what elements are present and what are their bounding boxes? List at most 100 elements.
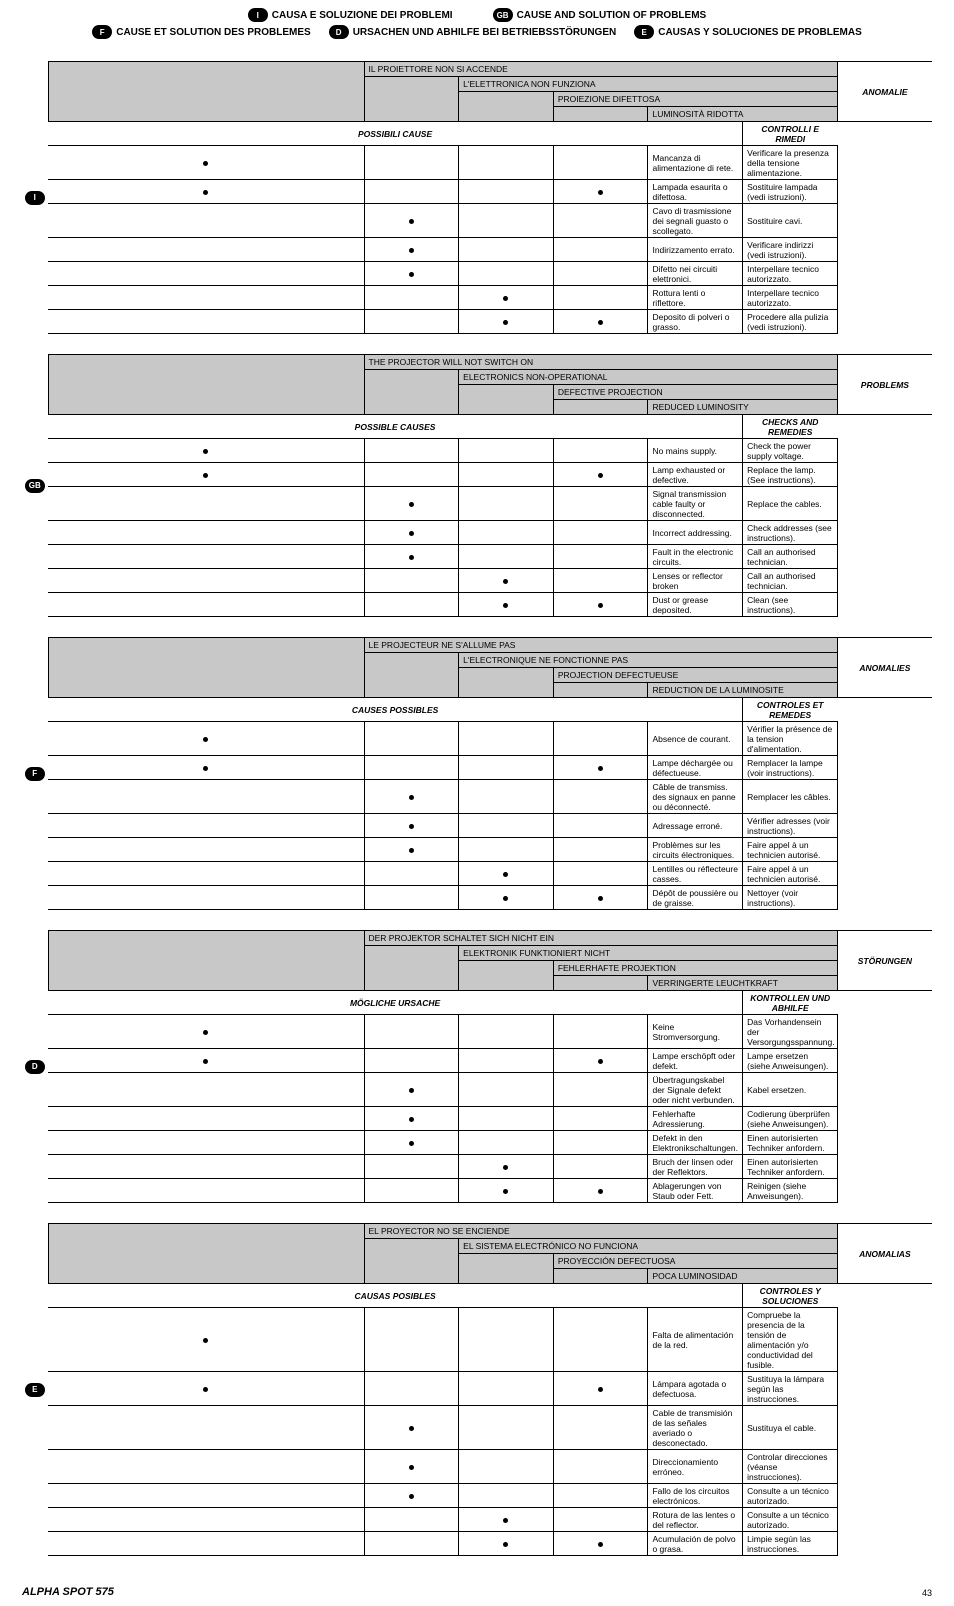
remedy-cell: Consulte a un técnico autorizado.: [743, 1484, 838, 1508]
remedy-cell: Lampe ersetzen (siehe Anweisungen).: [743, 1049, 838, 1073]
dot-cell: [364, 1179, 459, 1203]
dot-cell: [364, 1450, 459, 1484]
cause-cell: Lampe déchargée ou défectueuse.: [648, 756, 743, 780]
dot-cell: [364, 722, 459, 756]
cause-cell: Adressage erroné.: [648, 814, 743, 838]
dot-cell: [48, 756, 364, 780]
dot-cell: [459, 180, 554, 204]
remedy-cell: Sostituire lampada (vedi istruzioni).: [743, 180, 838, 204]
dot-cell: [48, 1484, 364, 1508]
remedy-cell: Codierung überprüfen (siehe Anweisungen)…: [743, 1107, 838, 1131]
cause-cell: Lámpara agotada o defectuosa.: [648, 1372, 743, 1406]
lang-badge: GB: [25, 479, 45, 493]
dot-cell: [459, 310, 554, 334]
cause-cell: Lampe erschöpft oder defekt.: [648, 1049, 743, 1073]
hdr-i-text: CAUSA E SOLUZIONE DEI PROBLEMI: [272, 10, 453, 21]
hdr-gb-text: CAUSE AND SOLUTION OF PROBLEMS: [517, 10, 707, 21]
footer-page: 43: [922, 1588, 932, 1598]
dot-cell: [553, 180, 648, 204]
dot-cell: [364, 146, 459, 180]
dot-cell: [553, 886, 648, 910]
anomalies-label: PROBLEMS: [837, 355, 932, 415]
dot-cell: [48, 238, 364, 262]
hdr-i: I CAUSA E SOLUZIONE DEI PROBLEMI: [248, 8, 453, 22]
remedy-cell: Sustituya la lámpara según las instrucci…: [743, 1372, 838, 1406]
dot-cell: [48, 545, 364, 569]
dot-cell: [459, 487, 554, 521]
dot-cell: [459, 463, 554, 487]
dot-cell: [364, 180, 459, 204]
dot-cell: [553, 862, 648, 886]
anomalies-label: ANOMALIES: [837, 638, 932, 698]
dot-cell: [553, 487, 648, 521]
remedy-cell: Check addresses (see instructions).: [743, 521, 838, 545]
troubleshoot-table: D DER PROJEKTOR SCHALTET SICH NICHT EIN …: [22, 930, 932, 1203]
dot-cell: [48, 838, 364, 862]
dot-cell: [459, 1406, 554, 1450]
remedy-cell: Replace the cables.: [743, 487, 838, 521]
problem-row: LUMINOSITÀ RIDOTTA: [648, 107, 837, 122]
problem-row: PROIEZIONE DIFETTOSA: [553, 92, 837, 107]
cause-cell: Defekt in den Elektronikschaltungen.: [648, 1131, 743, 1155]
anomalies-label: ANOMALIE: [837, 62, 932, 122]
pill-d: D: [329, 25, 349, 39]
dot-cell: [553, 238, 648, 262]
lang-badge: E: [25, 1383, 45, 1397]
dot-cell: [364, 1073, 459, 1107]
cause-cell: Absence de courant.: [648, 722, 743, 756]
col-marker: [48, 931, 364, 946]
dot-cell: [459, 1532, 554, 1556]
dot-cell: [48, 1155, 364, 1179]
problem-row: PROJECTION DEFECTUEUSE: [553, 668, 837, 683]
dot-cell: [364, 814, 459, 838]
remedy-cell: Vérifier la présence de la tension d'ali…: [743, 722, 838, 756]
dot-cell: [553, 1049, 648, 1073]
pill-f: F: [92, 25, 112, 39]
pill-gb: GB: [493, 8, 513, 22]
col-marker: [48, 62, 364, 77]
dot-cell: [48, 487, 364, 521]
dot-cell: [48, 1131, 364, 1155]
footer: ALPHA SPOT 575 43: [22, 1586, 932, 1598]
dot-cell: [553, 1131, 648, 1155]
col-marker: [48, 638, 364, 653]
footer-product: ALPHA SPOT 575: [22, 1586, 114, 1598]
dot-cell: [459, 1450, 554, 1484]
dot-cell: [364, 1532, 459, 1556]
dot-cell: [48, 463, 364, 487]
dot-cell: [48, 1049, 364, 1073]
cause-cell: Câble de transmiss. des signaux en panne…: [648, 780, 743, 814]
cause-cell: Lentilles ou réflecteure casses.: [648, 862, 743, 886]
dot-cell: [48, 1372, 364, 1406]
lang-badge: I: [25, 191, 45, 205]
cause-cell: Fehlerhafte Adressierung.: [648, 1107, 743, 1131]
causes-header: CAUSAS POSIBLES: [48, 1284, 743, 1308]
dot-cell: [364, 1508, 459, 1532]
dot-cell: [364, 838, 459, 862]
remedy-cell: Consulte a un técnico autorizado.: [743, 1508, 838, 1532]
remedy-cell: Sostituire cavi.: [743, 204, 838, 238]
dot-cell: [553, 439, 648, 463]
hdr-f: F CAUSE ET SOLUTION DES PROBLEMES: [92, 25, 310, 39]
problem-row: LE PROJECTEUR NE S'ALLUME PAS: [364, 638, 837, 653]
causes-header: POSSIBLE CAUSES: [48, 415, 743, 439]
dot-cell: [553, 1508, 648, 1532]
remedy-cell: Compruebe la presencia de la tensión de …: [743, 1308, 838, 1372]
dot-cell: [364, 1484, 459, 1508]
dot-cell: [48, 1179, 364, 1203]
dot-cell: [553, 310, 648, 334]
dot-cell: [364, 286, 459, 310]
cause-cell: Lenses or reflector broken: [648, 569, 743, 593]
dot-cell: [553, 1308, 648, 1372]
cause-cell: Fault in the electronic circuits.: [648, 545, 743, 569]
problem-row: EL SISTEMA ELECTRÓNICO NO FUNCIONA: [459, 1239, 838, 1254]
dot-cell: [364, 1015, 459, 1049]
dot-cell: [553, 1155, 648, 1179]
checks-header: CHECKS AND REMEDIES: [743, 415, 838, 439]
remedy-cell: Remplacer la lampe (voir instructions).: [743, 756, 838, 780]
dot-cell: [459, 1308, 554, 1372]
dot-cell: [553, 1179, 648, 1203]
dot-cell: [459, 146, 554, 180]
dot-cell: [553, 463, 648, 487]
dot-cell: [364, 569, 459, 593]
